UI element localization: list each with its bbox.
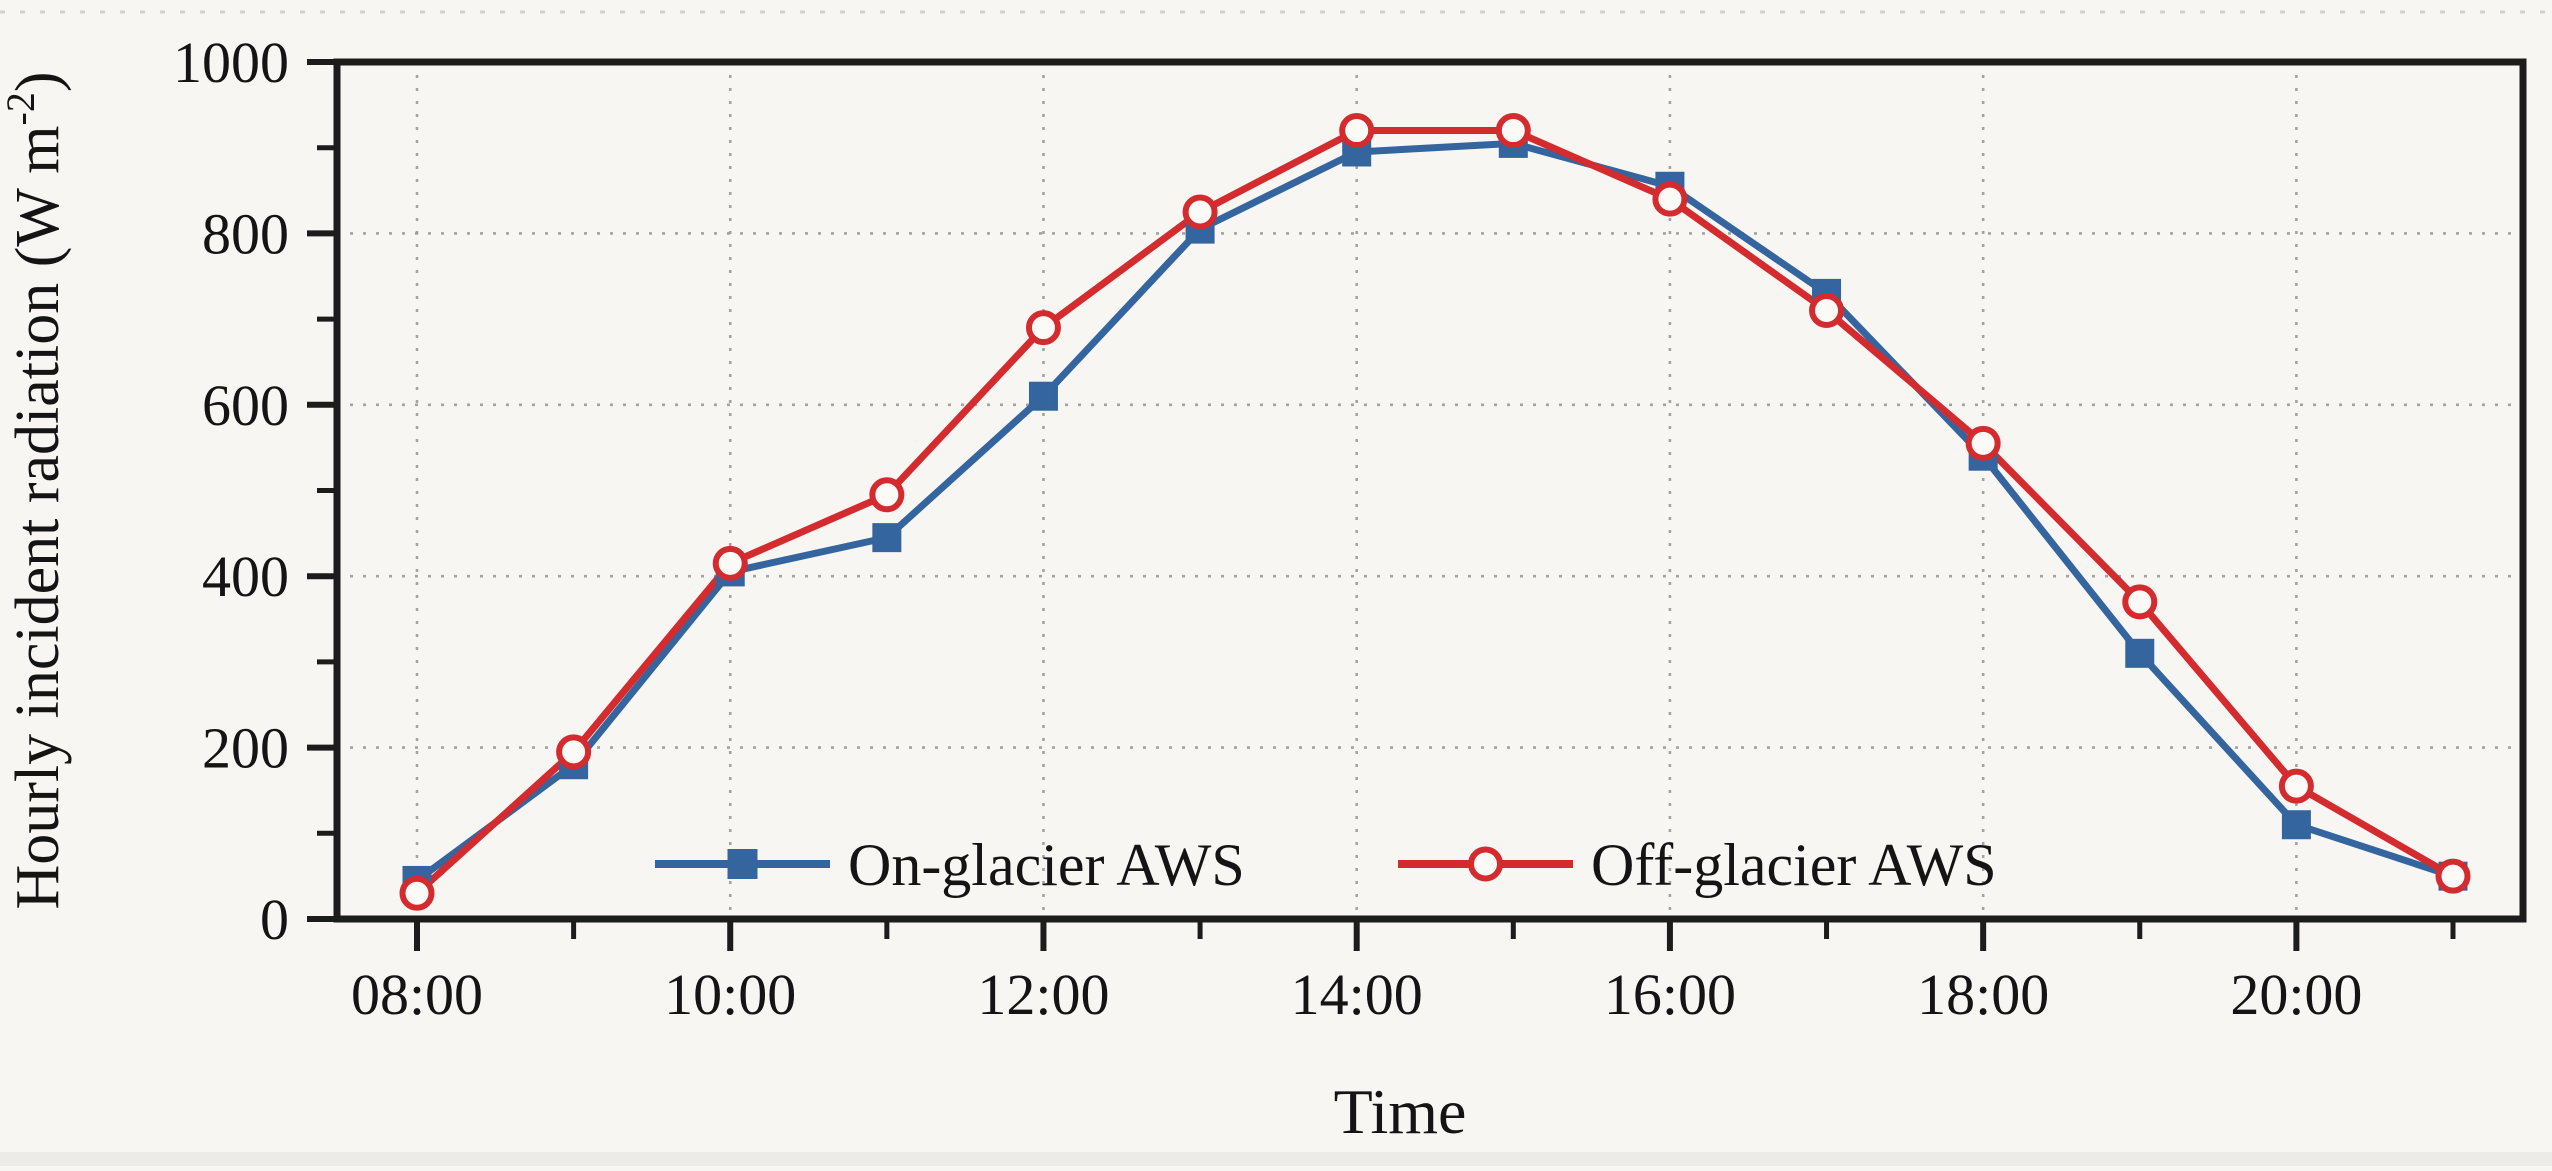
y-tick-label: 1000 <box>173 30 289 95</box>
x-tick-label: 12:00 <box>977 962 1109 1027</box>
legend: On-glacier AWS Off-glacier AWS <box>655 832 1997 898</box>
data-point-marker-circle <box>1809 293 1845 329</box>
data-point-marker-circle <box>1965 425 2001 461</box>
legend-label: Off-glacier AWS <box>1591 832 1997 898</box>
legend-item: Off-glacier AWS <box>1398 832 1997 898</box>
data-point-marker-circle <box>2435 858 2471 894</box>
data-point-marker-square <box>2281 810 2311 840</box>
data-point-marker-circle <box>2122 584 2158 620</box>
y-tick-label: 400 <box>202 544 289 609</box>
x-tick-label: 20:00 <box>2230 962 2362 1027</box>
data-point-marker-circle <box>712 545 748 581</box>
legend-marker-circle <box>1468 846 1503 882</box>
data-point-marker-circle <box>1652 181 1688 217</box>
legend-label: On-glacier AWS <box>848 832 1245 898</box>
series-line-off-glacier-aws <box>413 127 2457 897</box>
x-tick-label: 08:00 <box>351 962 483 1027</box>
data-point-marker-circle <box>1339 113 1375 149</box>
x-tick-label: 14:00 <box>1291 962 1423 1027</box>
data-point-marker-circle <box>1025 310 1061 346</box>
data-point-marker-square <box>1028 381 1058 411</box>
y-tick-label: 0 <box>260 887 289 952</box>
plot-frame <box>333 58 2527 923</box>
data-point-marker-square <box>2125 638 2155 668</box>
legend-marker-square <box>727 849 758 879</box>
x-axis-title: Time <box>1334 1076 1467 1147</box>
data-point-marker-circle <box>1495 113 1531 149</box>
data-point-marker-circle <box>556 734 592 770</box>
x-tick-label: 16:00 <box>1604 962 1736 1027</box>
data-point-marker-circle <box>2278 768 2314 804</box>
y-axis-title: Hourly incident radiation (W m-2) <box>0 72 72 910</box>
y-tick-label: 800 <box>202 201 289 266</box>
series-line-on-glacier-aws <box>413 139 2457 884</box>
data-point-marker-circle <box>399 875 435 911</box>
scan-artifact-bottom <box>0 1152 2552 1166</box>
y-tick-label: 200 <box>202 716 289 781</box>
data-point-marker-circle <box>869 477 905 513</box>
y-tick-label: 600 <box>202 373 289 438</box>
data-point-marker-square <box>872 523 902 553</box>
legend-item: On-glacier AWS <box>655 832 1245 898</box>
x-tick-label: 10:00 <box>664 962 796 1027</box>
data-point-marker-circle <box>1182 194 1218 230</box>
x-tick-label: 18:00 <box>1917 962 2049 1027</box>
